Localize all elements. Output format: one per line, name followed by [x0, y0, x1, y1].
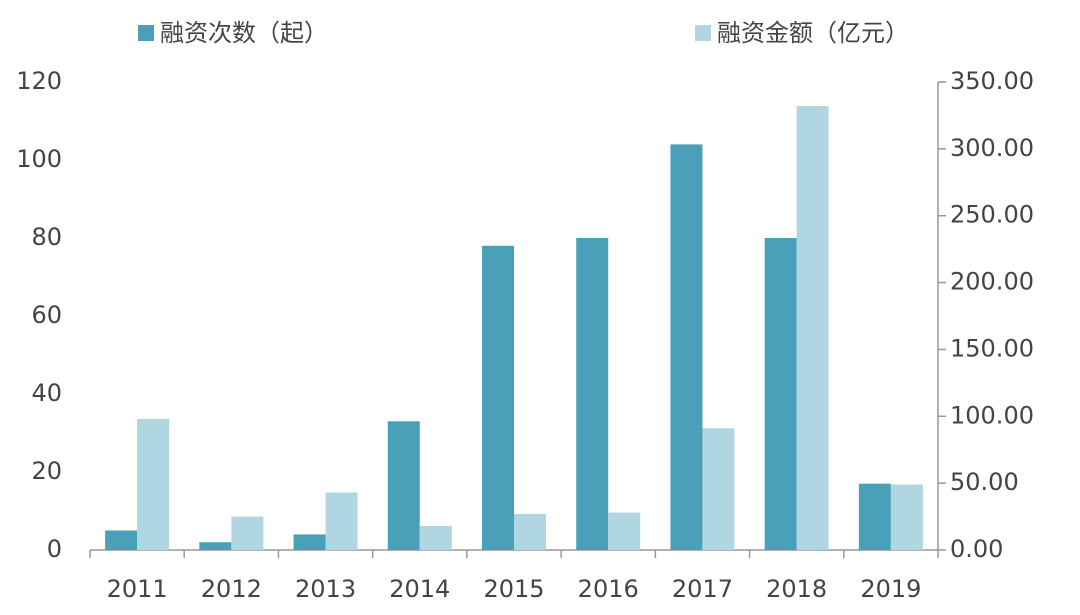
x-tick-label: 2012 [201, 575, 262, 603]
y-tick-label: 40 [31, 379, 62, 407]
x-tick-label: 2014 [389, 575, 450, 603]
y-tick-label: 120 [16, 67, 62, 95]
bar [293, 534, 326, 550]
y-tick-label: 20 [31, 457, 62, 485]
bar [670, 144, 703, 550]
y2-tick-label: 200.00 [950, 268, 1034, 296]
y2-tick-label: 300.00 [950, 134, 1034, 162]
x-tick-label: 2013 [295, 575, 356, 603]
x-tick-label: 2016 [578, 575, 639, 603]
y2-tick-label: 250.00 [950, 201, 1034, 229]
bar [890, 484, 923, 550]
bar [764, 238, 797, 550]
legend-label: 融资次数（起） [160, 19, 328, 47]
legend-swatch [695, 25, 711, 41]
bar [482, 245, 514, 551]
y2-tick-label: 100.00 [950, 401, 1034, 429]
bar [858, 483, 891, 550]
x-tick-label: 2015 [483, 575, 544, 603]
x-tick-label: 2019 [860, 575, 921, 603]
bar [608, 512, 641, 550]
bar [231, 516, 264, 550]
bar [796, 106, 829, 550]
bar [199, 542, 232, 550]
y-tick-label: 0 [47, 535, 62, 563]
bar [387, 421, 420, 550]
bar [325, 492, 358, 550]
y-tick-label: 80 [31, 223, 62, 251]
x-tick-label: 2018 [766, 575, 827, 603]
x-tick-label: 2011 [107, 575, 168, 603]
legend-swatch [138, 25, 154, 41]
bar [514, 513, 546, 550]
y2-tick-label: 350.00 [950, 67, 1034, 95]
bar [137, 418, 170, 550]
bar [419, 525, 452, 550]
bar [702, 428, 735, 550]
bar [105, 530, 138, 550]
x-tick-label: 2017 [672, 575, 733, 603]
legend-label: 融资金额（亿元） [717, 19, 909, 47]
y2-tick-label: 150.00 [950, 334, 1034, 362]
bar [576, 238, 609, 550]
y2-tick-label: 50.00 [950, 468, 1019, 496]
y-tick-label: 100 [16, 145, 62, 173]
y2-tick-label: 0.00 [950, 535, 1003, 563]
y-tick-label: 60 [31, 301, 62, 329]
